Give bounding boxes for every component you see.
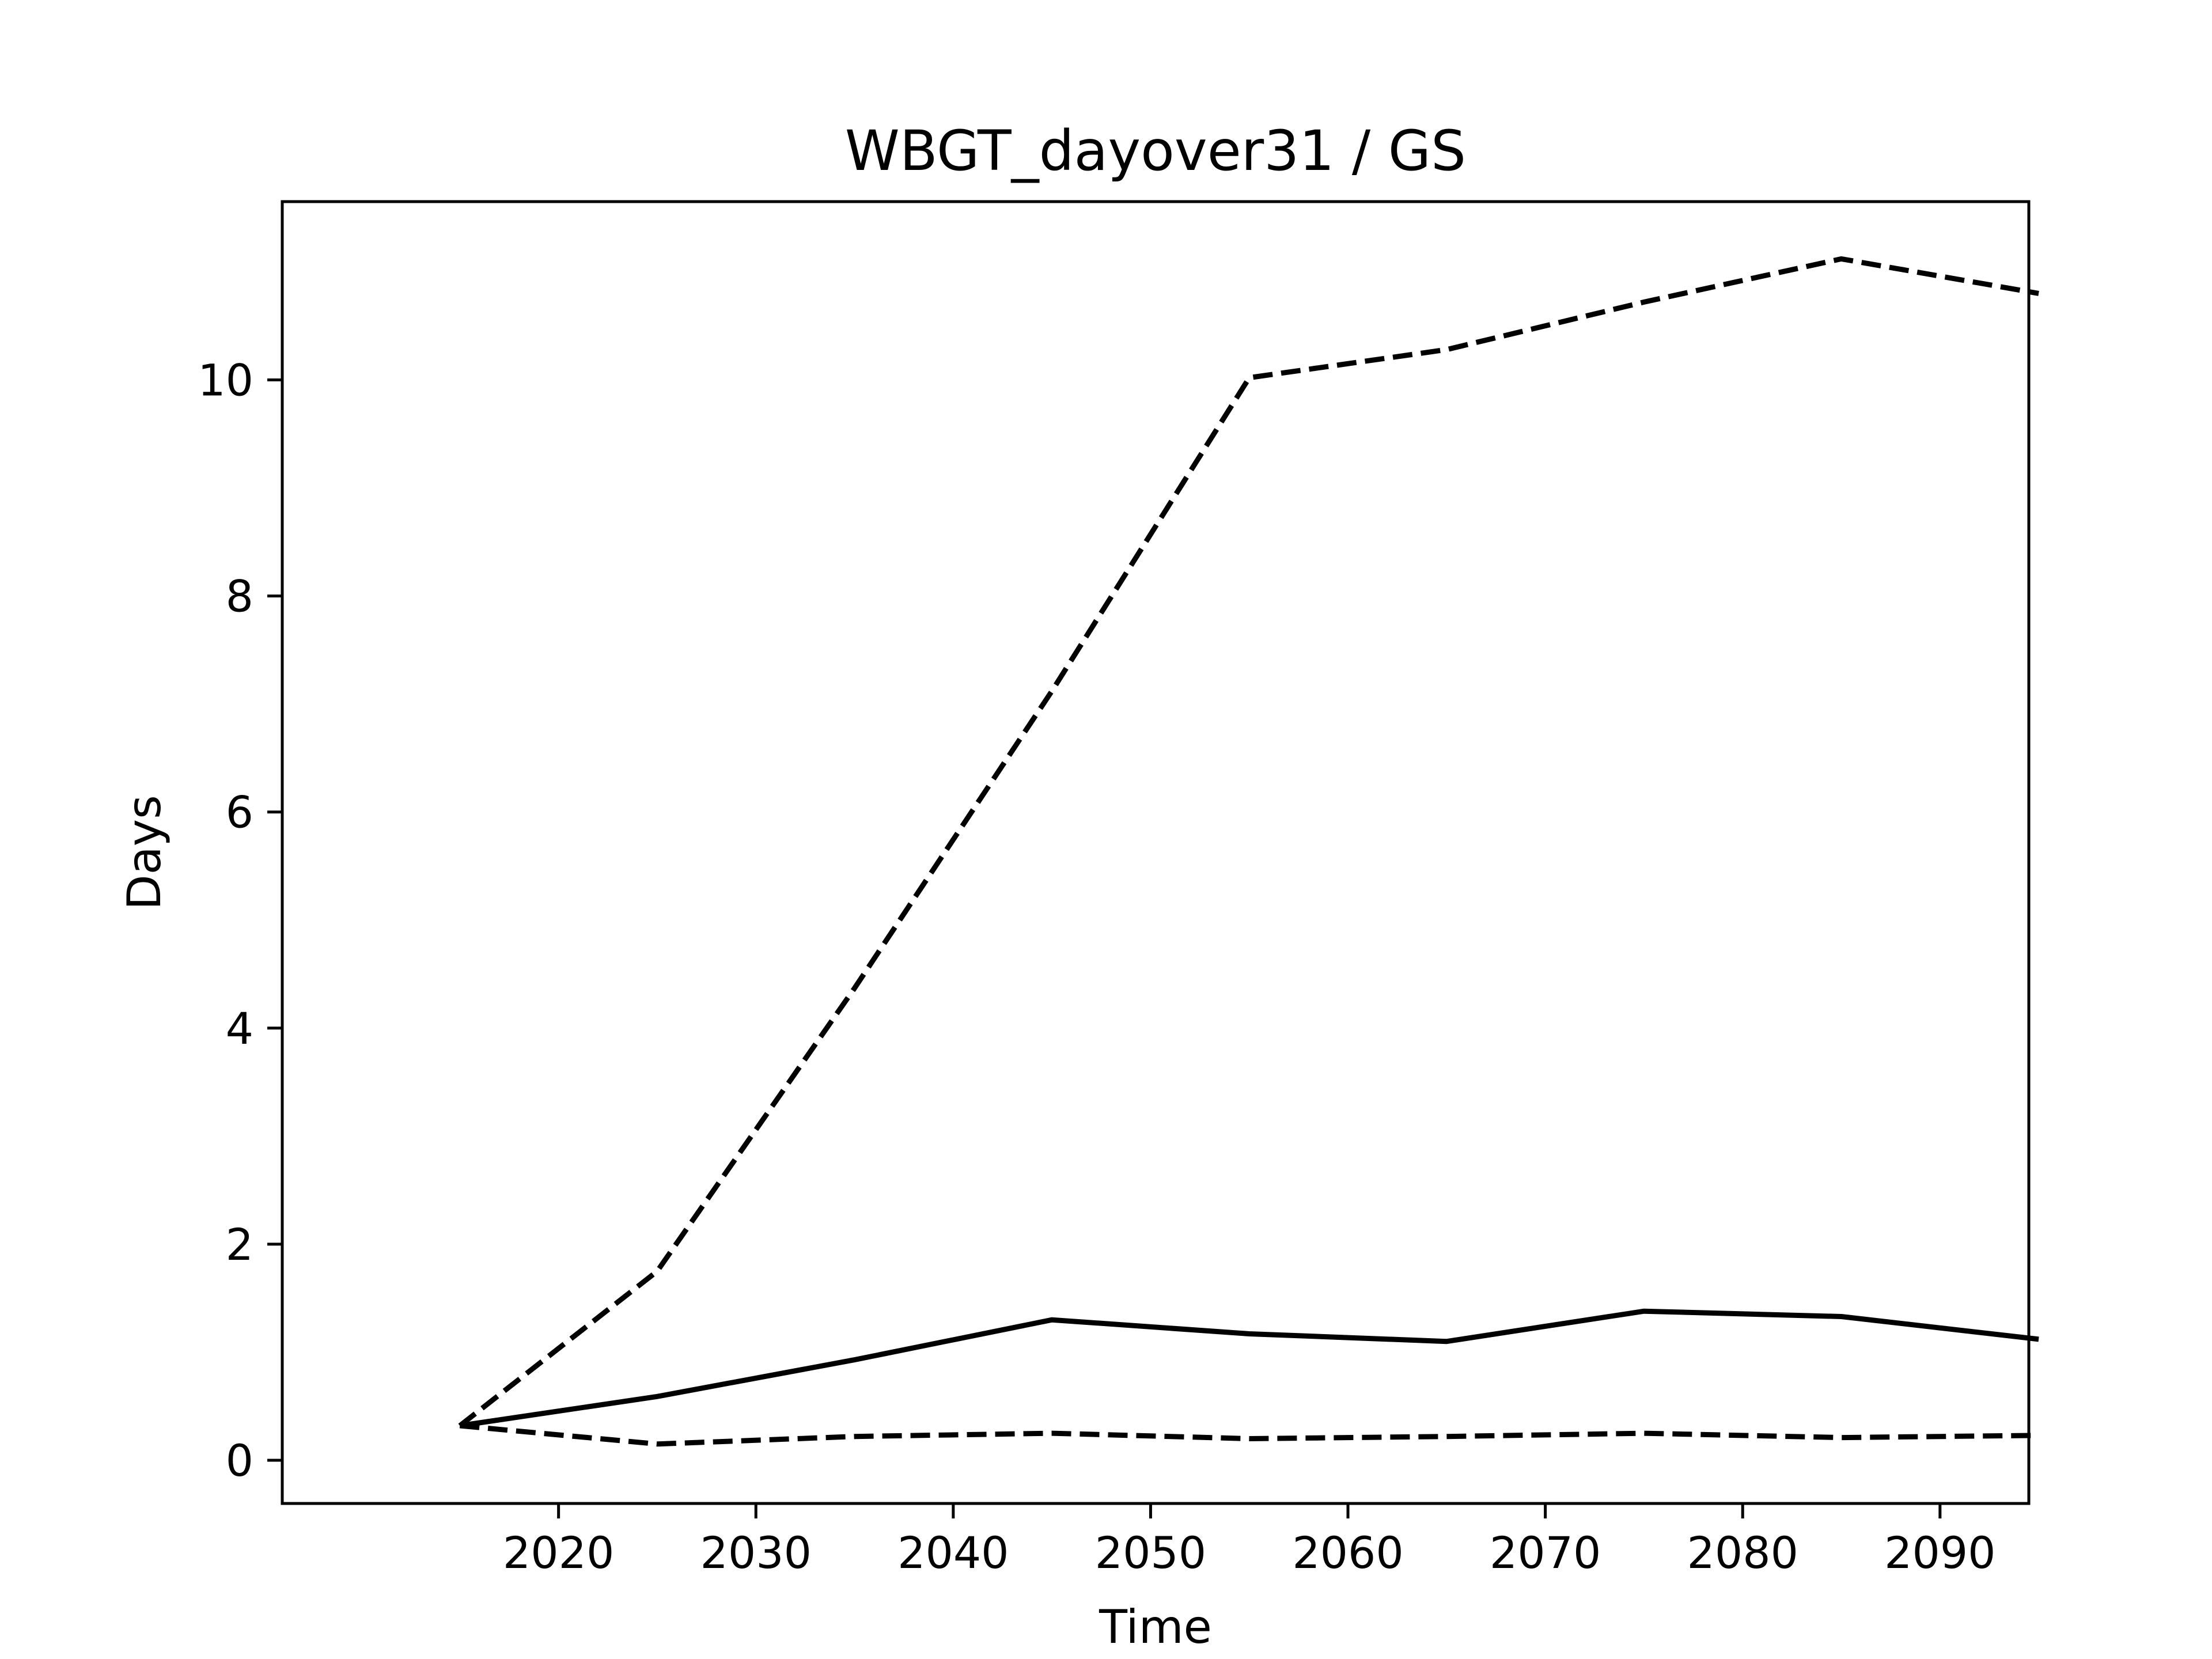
y-tick-label: 2 — [226, 1219, 253, 1270]
x-tick-label: 2060 — [1292, 1527, 1403, 1578]
x-axis: 2020 2030 2040 2050 2060 2070 2080 2090 — [503, 1503, 1996, 1578]
y-tick-label: 0 — [226, 1435, 253, 1486]
x-tick-label: 2050 — [1095, 1527, 1206, 1578]
x-tick-label: 2080 — [1687, 1527, 1798, 1578]
plot-frame — [281, 200, 2031, 1505]
x-tick-label: 2070 — [1490, 1527, 1601, 1578]
series-layer — [458, 256, 2039, 1447]
y-tick-label: 8 — [226, 571, 253, 622]
x-tick-label: 2040 — [897, 1527, 1009, 1578]
x-tick-label: 2030 — [700, 1527, 812, 1578]
chart-title: WBGT_dayover31 / GS — [845, 119, 1466, 183]
y-tick-label: 6 — [226, 787, 253, 838]
series-line-2 — [458, 256, 2039, 1428]
series-line-3 — [459, 1423, 2039, 1447]
y-axis-label: Days — [118, 795, 171, 910]
y-tick-label: 10 — [198, 354, 253, 406]
series-line-1 — [459, 1308, 2039, 1429]
y-tick-label: 4 — [226, 1003, 253, 1054]
y-axis: 0 2 4 6 8 10 — [198, 354, 282, 1486]
x-tick-label: 2090 — [1884, 1527, 1995, 1578]
x-axis-label: Time — [1099, 1600, 1212, 1654]
x-tick-label: 2020 — [503, 1527, 614, 1578]
